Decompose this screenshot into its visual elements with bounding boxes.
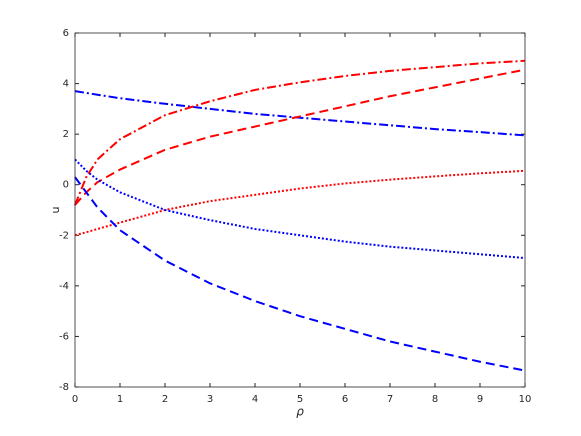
y-tick-label: 0 (63, 180, 69, 191)
series-line (74, 176, 526, 372)
x-tick-label: 1 (117, 394, 123, 405)
y-tick-label: 4 (63, 79, 69, 90)
y-axis-label: u (49, 207, 62, 214)
x-tick-label: 8 (432, 394, 438, 405)
series-line (74, 90, 526, 137)
axes-box (74, 32, 526, 388)
x-tick-label: 2 (162, 394, 168, 405)
x-tick-label: 10 (519, 394, 532, 405)
x-tick-label: 7 (387, 394, 393, 405)
x-tick-label: 4 (252, 394, 258, 405)
series-line (74, 68, 526, 206)
x-tick-label: 3 (207, 394, 213, 405)
x-tick-label: 9 (477, 394, 483, 405)
series-line (74, 59, 526, 206)
y-tick-label: -4 (59, 281, 69, 292)
x-axis-label: ρ (296, 405, 304, 419)
y-tick-label: -6 (59, 331, 69, 342)
y-tick-label: -2 (59, 230, 69, 241)
y-tick-label: -8 (59, 382, 69, 393)
x-tick-label: 5 (297, 394, 303, 405)
x-tick-label: 6 (342, 394, 348, 405)
x-tick-label: 0 (72, 394, 78, 405)
y-tick-label: 6 (63, 28, 69, 39)
series-line (74, 158, 526, 260)
y-tick-label: 2 (63, 129, 69, 140)
plot-area (75, 33, 525, 387)
series-line (74, 169, 526, 237)
